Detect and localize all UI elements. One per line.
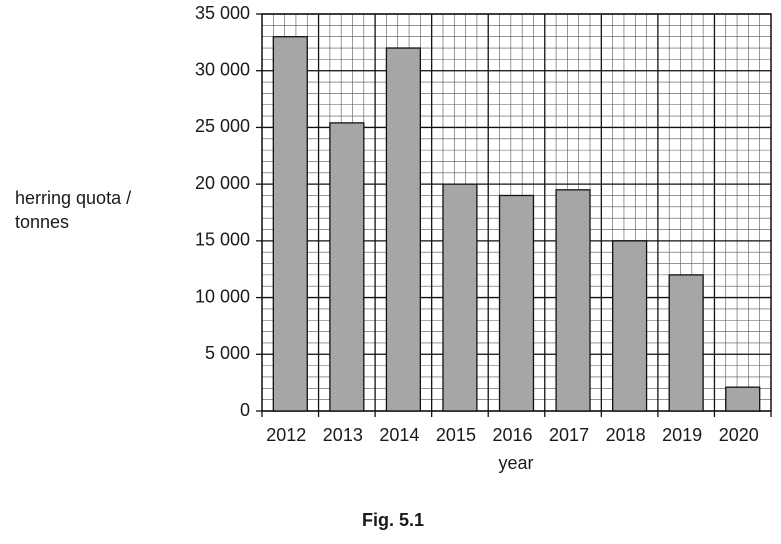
y-tick-label: 5 000 [205, 343, 250, 363]
bar [668, 274, 704, 412]
y-tick-label: 30 000 [195, 59, 250, 79]
x-tick-label: 2015 [436, 425, 476, 445]
y-tick-label: 25 000 [195, 116, 250, 136]
bar [611, 240, 648, 412]
bar [498, 194, 535, 412]
y-axis-label: herring quota / [15, 188, 131, 208]
y-axis-label: tonnes [15, 212, 69, 232]
y-tick-label: 35 000 [195, 3, 250, 23]
caption: Fig. 5.1 [362, 510, 424, 530]
y-tick-label: 0 [240, 400, 250, 420]
bar [329, 122, 365, 412]
x-tick-label: 2016 [492, 425, 532, 445]
x-tick-label: 2014 [379, 425, 419, 445]
y-tick-label: 20 000 [195, 173, 250, 193]
x-axis-label: year [498, 453, 533, 473]
y-tick-label: 10 000 [195, 286, 250, 306]
y-tick-label: 15 000 [195, 230, 250, 250]
bar [555, 189, 591, 412]
bar [725, 386, 761, 412]
x-tick-label: 2020 [719, 425, 759, 445]
bar [385, 47, 422, 412]
x-tick-label: 2019 [662, 425, 702, 445]
x-tick-label: 2013 [323, 425, 363, 445]
bar [442, 183, 478, 412]
x-tick-label: 2017 [549, 425, 589, 445]
x-tick-label: 2018 [606, 425, 646, 445]
bar [272, 36, 308, 412]
x-tick-label: 2012 [266, 425, 306, 445]
